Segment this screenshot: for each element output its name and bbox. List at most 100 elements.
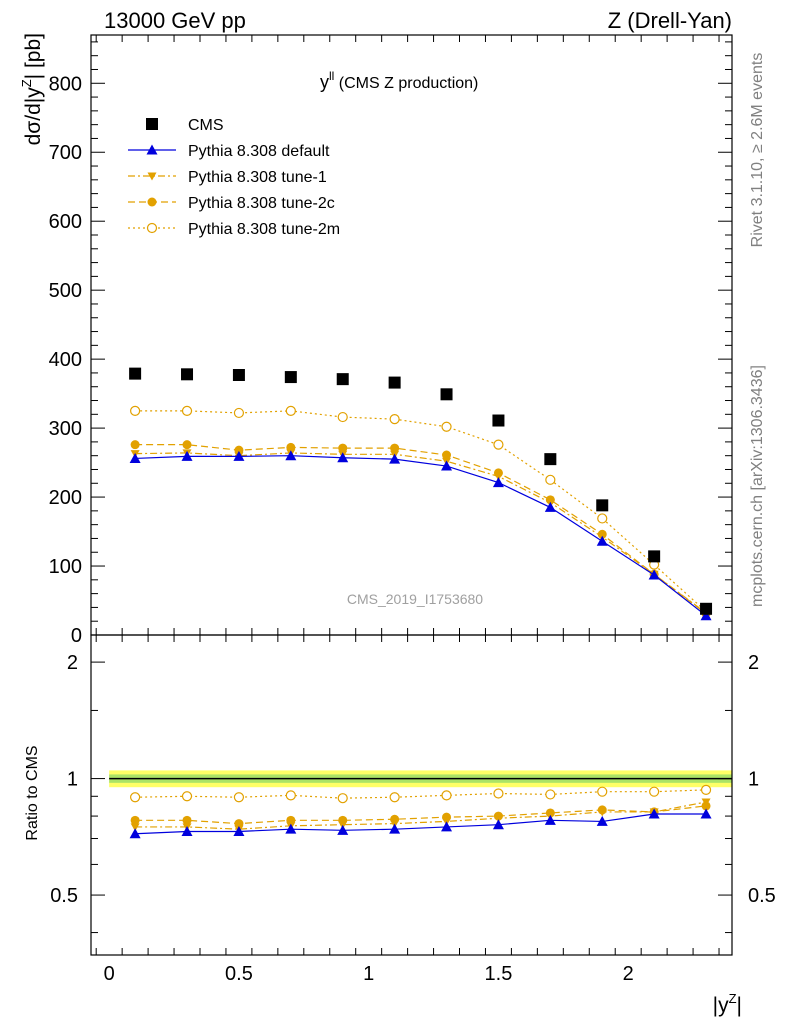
ratio-data-point xyxy=(233,792,245,803)
ratio-data-point xyxy=(181,791,193,802)
main-data-point xyxy=(648,569,660,580)
main-data-point xyxy=(442,450,452,460)
main-data-point xyxy=(388,376,401,389)
main-series-layer xyxy=(129,367,713,621)
ratio-y-tick-label: 0.5 xyxy=(50,885,78,907)
rivet-label: Rivet 3.1.10, ≥ 2.6M events xyxy=(749,53,766,248)
main-data-point xyxy=(338,443,348,453)
analysis-tag: CMS_2019_I1753680 xyxy=(347,591,483,607)
main-data-point xyxy=(129,367,142,380)
main-series xyxy=(130,405,712,617)
ratio-series xyxy=(130,784,712,804)
main-y-tick-labels: 0 100 200 300 400 500 600 700 800 xyxy=(49,73,82,647)
ratio-data-point xyxy=(233,825,245,836)
legend-entry: Pythia 8.308 tune-2c xyxy=(128,195,335,212)
ratio-data-point xyxy=(649,786,660,797)
ratio-y-tick-label-right: 1 xyxy=(748,769,759,791)
main-data-point xyxy=(233,407,245,419)
ratio-data-point xyxy=(389,792,400,803)
main-data-point xyxy=(336,373,349,386)
legend-entry: Pythia 8.308 default xyxy=(128,143,330,160)
main-y-axis-label: dσ/d|yZ| [pb] xyxy=(19,33,45,145)
ratio-data-point xyxy=(700,784,712,795)
main-series xyxy=(129,450,712,621)
main-data-point xyxy=(441,460,453,471)
ratio-series-layer xyxy=(129,784,712,839)
main-data-point xyxy=(545,474,556,485)
x-tick-label: 0 xyxy=(104,963,115,985)
legend-marker xyxy=(147,197,157,207)
reference-band xyxy=(109,770,732,788)
main-y-tick-label: 200 xyxy=(49,487,82,509)
ratio-data-point xyxy=(285,823,297,834)
main-data-point xyxy=(284,371,297,384)
x-tick-labels: 0 0.5 1 1.5 2 xyxy=(104,963,634,985)
legend-entry: Pythia 8.308 tune-1 xyxy=(128,169,327,186)
main-y-tick-label: 600 xyxy=(49,211,82,233)
main-data-point xyxy=(233,450,245,461)
main-series-line xyxy=(135,452,707,614)
legend: CMS Pythia 8.308 default Pythia 8.308 tune… xyxy=(128,117,340,238)
ratio-y-axis-label: Ratio to CMS xyxy=(24,745,41,840)
ratio-data-point xyxy=(493,814,503,823)
legend-entry: Pythia 8.308 tune-2m xyxy=(128,221,340,238)
main-data-point xyxy=(130,440,140,450)
x-tick-label: 2 xyxy=(623,963,634,985)
main-data-point xyxy=(441,421,452,432)
ratio-data-point xyxy=(130,823,140,832)
ratio-data-point xyxy=(337,793,348,804)
main-data-point xyxy=(232,369,245,381)
main-data-point xyxy=(129,452,141,463)
ratio-data-point xyxy=(492,819,504,830)
legend-label: Pythia 8.308 tune-2m xyxy=(188,221,340,238)
main-data-point xyxy=(597,513,608,524)
ratio-panel-frame xyxy=(90,634,733,956)
ratio-y-tick-labels: 0.5 0.5 1 1 2 2 xyxy=(50,652,776,907)
legend-marker xyxy=(147,172,157,181)
ratio-y-tick-label-right: 0.5 xyxy=(748,885,776,907)
main-series-line xyxy=(135,444,707,615)
ratio-data-point xyxy=(129,828,141,839)
legend-label: Pythia 8.308 tune-2c xyxy=(188,195,335,212)
main-data-point xyxy=(337,411,348,423)
main-data-point xyxy=(389,453,401,464)
legend-marker xyxy=(146,144,158,155)
ratio-data-point xyxy=(597,808,607,817)
ratio-data-point xyxy=(596,815,608,826)
main-data-point xyxy=(440,388,453,401)
main-data-point xyxy=(544,501,556,512)
ratio-data-point xyxy=(337,824,349,835)
ratio-series xyxy=(130,801,711,829)
ratio-data-point xyxy=(130,815,140,825)
main-data-point xyxy=(285,405,296,416)
legend-marker xyxy=(146,222,158,234)
ratio-series-line xyxy=(135,801,707,830)
header-left: 13000 GeV pp xyxy=(104,8,246,33)
ratio-data-point xyxy=(701,798,711,807)
main-series xyxy=(129,367,713,615)
main-y-tick-label: 500 xyxy=(49,280,82,302)
ratio-series-line xyxy=(135,805,707,825)
main-y-tick-label: 100 xyxy=(49,556,82,578)
main-y-tick-label: 800 xyxy=(49,73,82,95)
ratio-y-tick-label-right: 2 xyxy=(748,652,759,674)
main-data-point xyxy=(492,477,504,488)
main-series-line xyxy=(135,455,707,617)
main-data-point xyxy=(390,443,400,453)
ratio-data-point xyxy=(544,814,556,825)
ratio-axis-ticks xyxy=(91,635,732,955)
ratio-data-point xyxy=(493,788,504,799)
main-data-point xyxy=(181,405,193,416)
x-tick-label: 1.5 xyxy=(485,963,513,985)
legend-entry: CMS xyxy=(146,117,224,134)
main-data-point xyxy=(337,452,349,463)
ratio-series-line xyxy=(135,789,707,799)
x-tick-label: 0.5 xyxy=(225,963,253,985)
main-series-line xyxy=(135,410,707,612)
ratio-data-point xyxy=(182,815,192,825)
legend-label: Pythia 8.308 default xyxy=(188,143,330,160)
mcplots-label: mcplots.cern.ch [arXiv:1306.3436] xyxy=(749,365,766,607)
main-y-tick-label: 0 xyxy=(71,625,82,647)
main-data-point xyxy=(596,499,609,512)
